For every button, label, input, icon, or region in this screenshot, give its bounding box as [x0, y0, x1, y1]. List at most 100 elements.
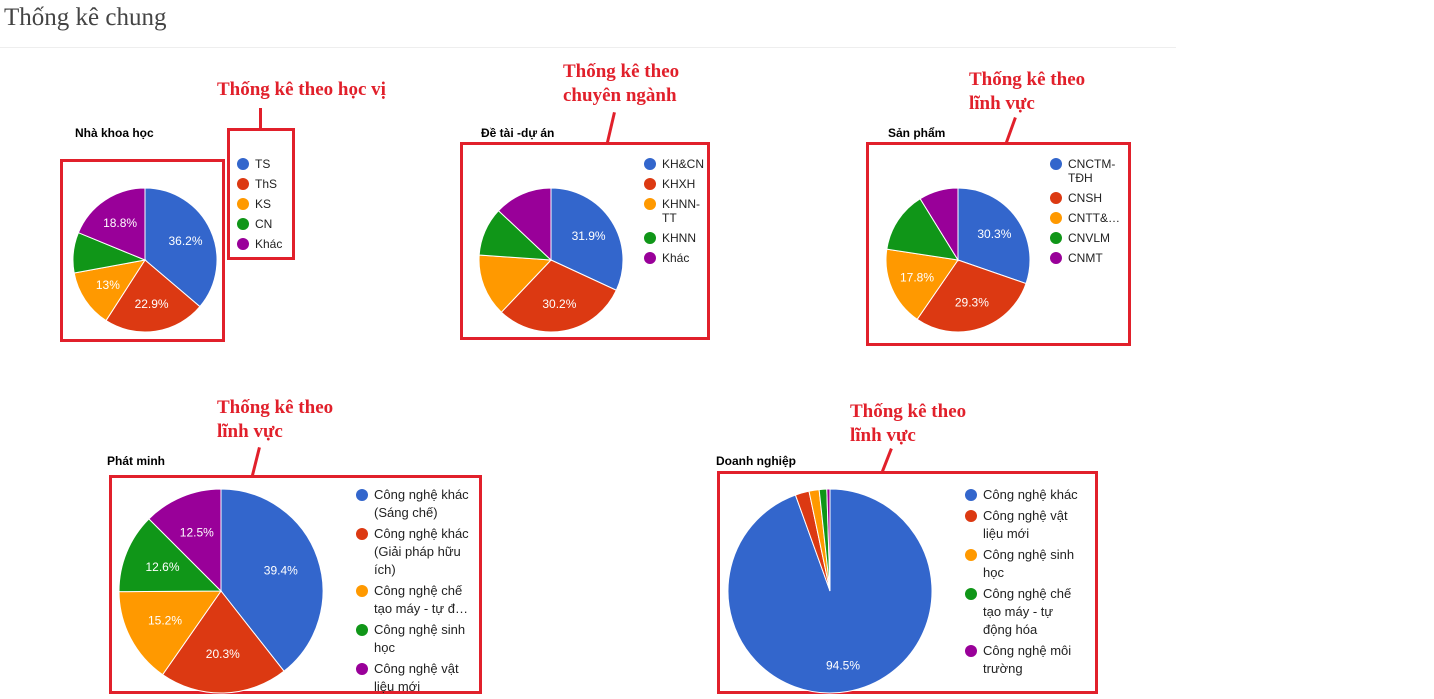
legend-label: Công nghệ vật liệu mới	[983, 508, 1068, 541]
annotation-callout: Thống kê theo chuyên ngành	[563, 61, 680, 106]
legend-item[interactable]: ThS	[237, 177, 297, 191]
legend-item[interactable]: CNTT&…	[1050, 211, 1122, 225]
legend-swatch-icon	[237, 238, 249, 250]
pie-data-label: 94.5%	[826, 658, 860, 672]
legend-item[interactable]: Công nghệ sinh học	[965, 546, 1080, 582]
annotation-pointer	[251, 447, 261, 476]
pie-data-label: 12.6%	[145, 560, 179, 574]
legend-item[interactable]: Công nghệ môi trường	[965, 642, 1080, 678]
annotation-frame	[866, 142, 1131, 346]
annotation-pointer	[881, 448, 893, 473]
pie-slice	[957, 187, 1031, 285]
pie-chart: 94.5%	[727, 488, 933, 694]
legend-item[interactable]: KHXH	[644, 177, 704, 191]
legend-swatch-icon	[356, 528, 368, 540]
legend-item[interactable]: CN	[237, 217, 297, 231]
chart-title: Sản phẩm	[888, 126, 946, 140]
legend-item[interactable]: KHNN-TT	[644, 197, 704, 225]
legend-label: ThS	[255, 177, 278, 191]
title-divider	[0, 47, 1176, 48]
pie-data-label: 30.2%	[542, 297, 576, 311]
legend-label: KHNN	[662, 231, 697, 245]
pie-data-label: 30.3%	[977, 227, 1011, 241]
legend-item[interactable]: KS	[237, 197, 297, 211]
legend-item[interactable]: CNMT	[1050, 251, 1122, 265]
pie-slice	[118, 590, 222, 676]
pie-slice	[916, 259, 1027, 333]
pie-data-label: 12.5%	[180, 526, 214, 540]
annotation-frame	[109, 475, 482, 694]
annotation-callout: Thống kê theo lĩnh vực	[217, 397, 334, 442]
pie-chart: 30.3% 29.3% 17.8%	[885, 187, 1031, 333]
legend-swatch-icon	[237, 158, 249, 170]
pie-slice	[77, 187, 146, 261]
legend-label: Công nghệ chế tạo máy - tự đ…	[374, 583, 468, 616]
legend-label: KHXH	[662, 177, 696, 191]
legend-item[interactable]: Công nghệ vật liệu mới	[356, 660, 474, 696]
pie-data-label: 39.4%	[264, 563, 298, 577]
legend-label: CN	[255, 217, 273, 231]
legend-swatch-icon	[644, 198, 656, 210]
chart-title: Nhà khoa học	[75, 126, 154, 140]
pie-slice	[73, 259, 147, 322]
legend-item[interactable]: Công nghệ khác (Giải pháp hữu ích)	[356, 525, 474, 579]
legend-label: KH&CN	[662, 157, 705, 171]
legend-label: Khác	[662, 251, 690, 265]
legend-swatch-icon	[965, 645, 977, 657]
legend-label: CNSH	[1068, 191, 1103, 205]
annotation-callout: Thống kê theo học vị	[217, 79, 386, 100]
legend-swatch-icon	[644, 252, 656, 264]
annotation-frame	[717, 471, 1098, 694]
annotation-callout: Thống kê theo lĩnh vực	[969, 69, 1086, 114]
legend-item[interactable]: CNCTM-TĐH	[1050, 157, 1122, 185]
legend-item[interactable]: CNVLM	[1050, 231, 1122, 245]
legend-label: CNTT&…	[1068, 211, 1120, 225]
legend-label: KS	[255, 197, 272, 211]
legend-label: CNMT	[1068, 251, 1103, 265]
annotation-frame	[60, 159, 225, 342]
legend-swatch-icon	[965, 549, 977, 561]
pie-slice	[144, 187, 218, 308]
legend-swatch-icon	[237, 218, 249, 230]
chart-legend: KH&CN KHXH KHNN-TT KHNN Khác	[644, 157, 704, 271]
legend-swatch-icon	[1050, 252, 1062, 264]
legend-item[interactable]: Công nghệ chế tạo máy - tự đ…	[356, 582, 474, 618]
annotation-pointer	[259, 108, 262, 130]
pie-data-label: 18.8%	[103, 216, 137, 230]
pie-slice	[105, 259, 201, 333]
annotation-callout: Thống kê theo lĩnh vực	[850, 401, 967, 446]
legend-swatch-icon	[1050, 212, 1062, 224]
legend-item[interactable]: Khác	[644, 251, 704, 265]
pie-slice	[478, 254, 553, 313]
legend-item[interactable]: Công nghệ chế tạo máy - tự động hóa	[965, 585, 1080, 639]
legend-item[interactable]: Khác	[237, 237, 297, 251]
legend-label: Công nghệ vật liệu mới	[374, 661, 459, 694]
legend-item[interactable]: KH&CN	[644, 157, 704, 171]
chart-legend: TS ThS KS CN Khác	[237, 157, 297, 257]
pie-data-label: 22.9%	[135, 297, 169, 311]
pie-slice	[550, 187, 624, 291]
pie-slice	[220, 488, 324, 672]
legend-label: Công nghệ sinh học	[374, 622, 466, 655]
legend-item[interactable]: Công nghệ vật liệu mới	[965, 507, 1080, 543]
legend-swatch-icon	[1050, 232, 1062, 244]
legend-item[interactable]: Công nghệ sinh học	[356, 621, 474, 657]
annotation-pointer	[606, 112, 616, 143]
legend-item[interactable]: TS	[237, 157, 297, 171]
legend-swatch-icon	[237, 178, 249, 190]
annotation-pointer	[1005, 117, 1017, 144]
legend-item[interactable]: KHNN	[644, 231, 704, 245]
legend-label: Công nghệ môi trường	[983, 643, 1072, 676]
chart-legend: CNCTM-TĐH CNSH CNTT&… CNVLM CNMT	[1050, 157, 1122, 271]
legend-label: CNVLM	[1068, 231, 1111, 245]
legend-item[interactable]: Công nghệ khác (Sáng chế)	[356, 486, 474, 522]
pie-slice	[497, 187, 552, 262]
pie-slice	[919, 187, 959, 262]
pie-chart: 31.9% 30.2%	[478, 187, 624, 333]
pie-chart: 36.2% 22.9% 13% 18.8%	[72, 187, 218, 333]
legend-swatch-icon	[356, 663, 368, 675]
legend-item[interactable]: Công nghệ khác	[965, 486, 1080, 504]
legend-item[interactable]: CNSH	[1050, 191, 1122, 205]
legend-label: TS	[255, 157, 271, 171]
chart-legend: Công nghệ khác Công nghệ vật liệu mới Công…	[965, 486, 1080, 681]
